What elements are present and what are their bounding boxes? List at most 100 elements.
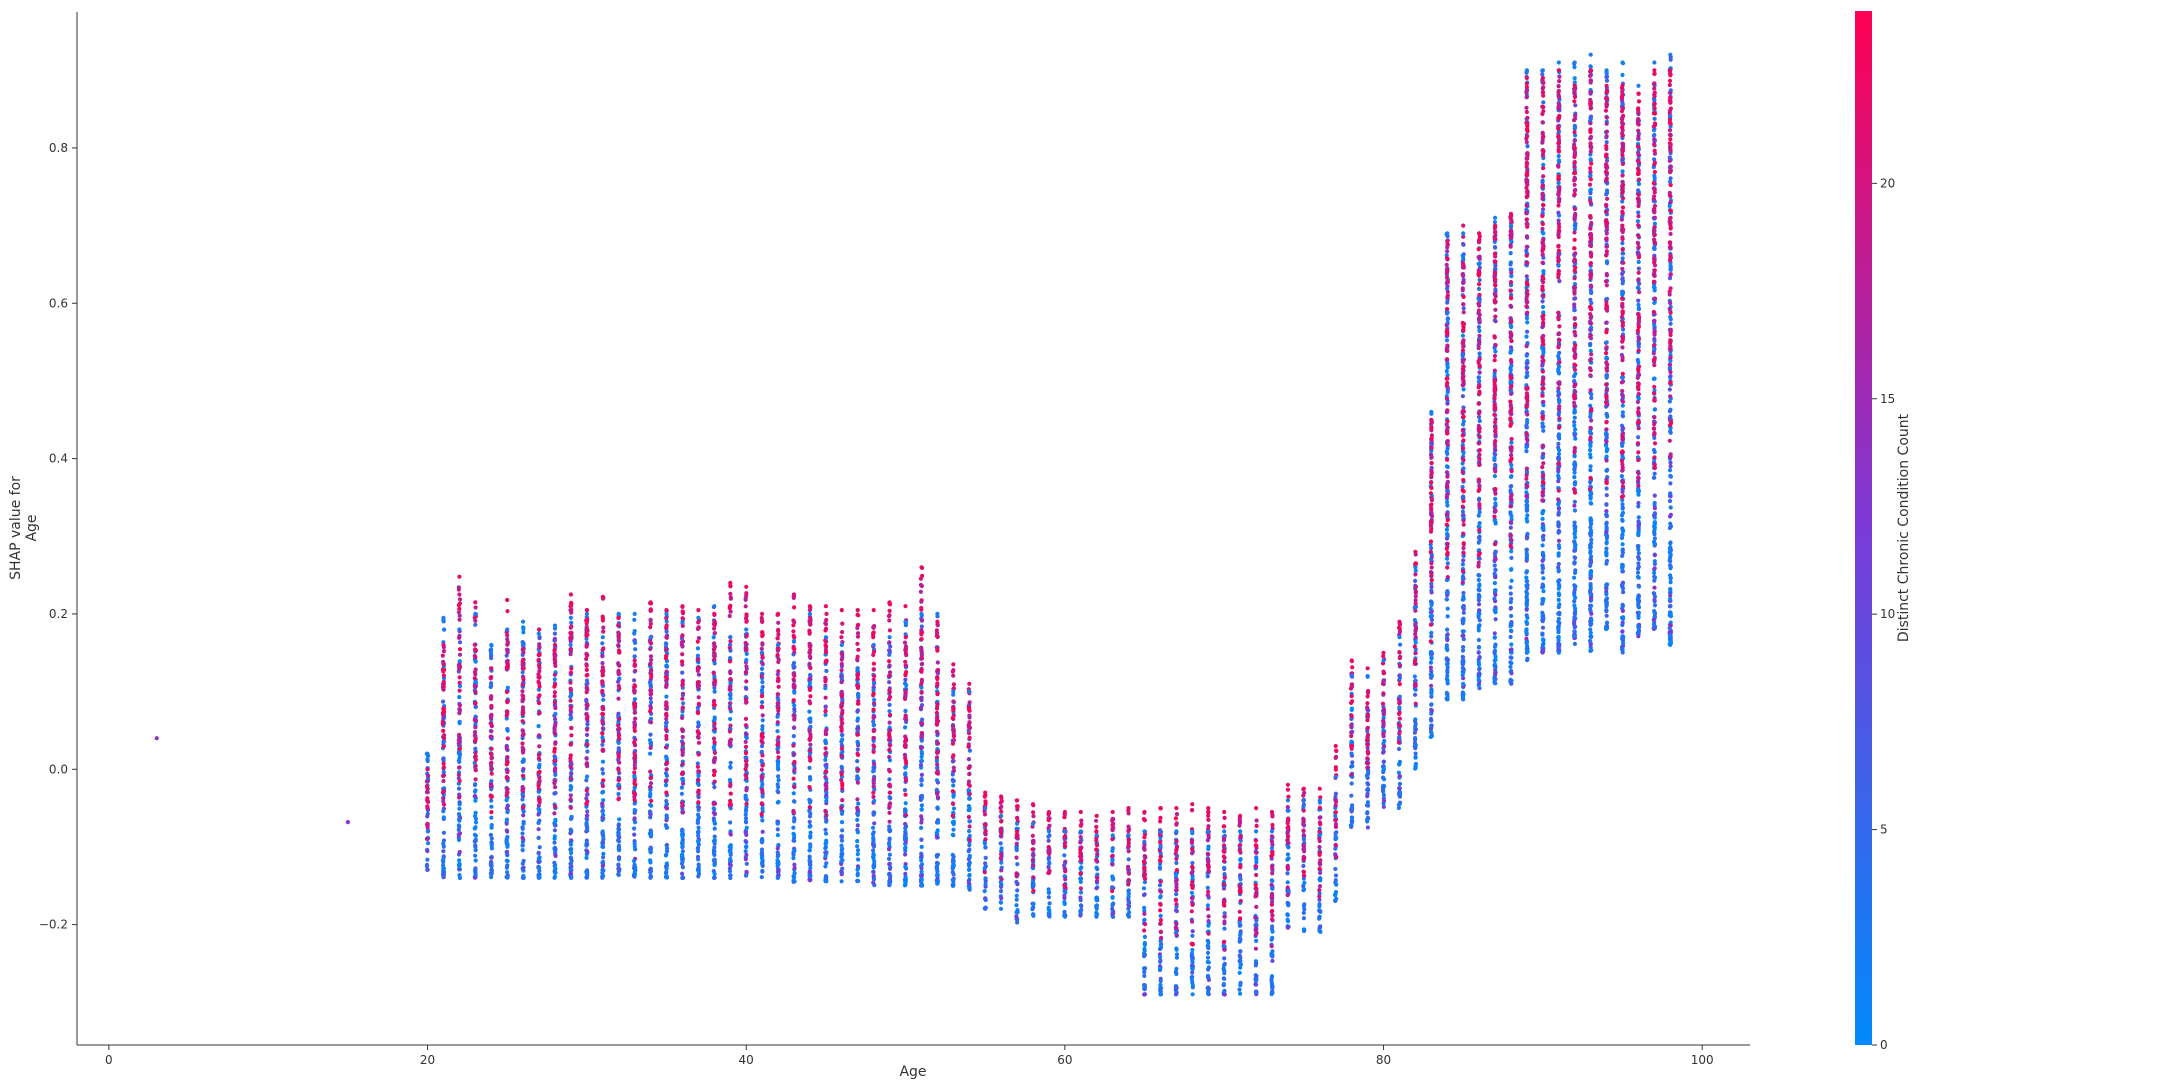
data-point bbox=[712, 779, 717, 784]
data-point bbox=[1046, 838, 1051, 843]
data-point bbox=[887, 652, 892, 657]
data-point bbox=[664, 608, 669, 613]
data-point bbox=[919, 825, 924, 831]
data-point bbox=[1285, 782, 1290, 787]
data-point bbox=[792, 817, 797, 822]
data-point bbox=[569, 771, 574, 776]
data-point bbox=[1237, 917, 1243, 922]
data-point bbox=[712, 631, 718, 636]
data-point bbox=[999, 813, 1004, 819]
data-point bbox=[473, 853, 478, 858]
data-point bbox=[935, 660, 940, 665]
data-point bbox=[1253, 843, 1258, 848]
data-point bbox=[633, 668, 638, 674]
data-point bbox=[744, 797, 749, 803]
data-point bbox=[664, 616, 669, 621]
data-point bbox=[743, 839, 748, 844]
data-point bbox=[1174, 888, 1179, 893]
data-point bbox=[569, 726, 574, 731]
data-point bbox=[775, 827, 780, 832]
data-point bbox=[473, 750, 478, 755]
data-point bbox=[632, 826, 637, 831]
data-point bbox=[648, 600, 653, 605]
data-point bbox=[1141, 886, 1147, 891]
data-point bbox=[553, 853, 558, 859]
data-point bbox=[680, 832, 685, 838]
data-point bbox=[521, 805, 526, 810]
data-point bbox=[1317, 894, 1322, 899]
data-point bbox=[743, 767, 748, 772]
data-point bbox=[744, 861, 749, 866]
data-point bbox=[568, 615, 574, 620]
data-point bbox=[504, 874, 509, 880]
data-point bbox=[457, 635, 462, 640]
data-point bbox=[744, 619, 749, 624]
data-point bbox=[823, 643, 828, 648]
data-point bbox=[632, 752, 637, 757]
data-point bbox=[791, 734, 796, 739]
data-point bbox=[552, 811, 557, 816]
data-point bbox=[871, 851, 876, 857]
data-point bbox=[1110, 914, 1115, 919]
data-point bbox=[839, 820, 845, 825]
data-point bbox=[680, 800, 685, 806]
data-point bbox=[919, 720, 924, 726]
data-point bbox=[887, 810, 892, 816]
data-point bbox=[585, 681, 590, 686]
data-point bbox=[505, 665, 510, 670]
data-point bbox=[489, 794, 494, 799]
data-point bbox=[663, 674, 669, 679]
data-point bbox=[856, 767, 861, 772]
data-point bbox=[776, 799, 781, 805]
data-point bbox=[584, 801, 589, 807]
data-point bbox=[552, 874, 558, 879]
data-point bbox=[1014, 910, 1019, 915]
data-point bbox=[776, 755, 781, 760]
data-point bbox=[744, 845, 749, 850]
data-point bbox=[808, 748, 813, 753]
data-point bbox=[1174, 812, 1180, 817]
data-point bbox=[902, 681, 908, 686]
data-point bbox=[457, 675, 462, 680]
data-point bbox=[1031, 901, 1036, 907]
data-point bbox=[824, 786, 829, 791]
data-point bbox=[696, 795, 701, 800]
data-point bbox=[600, 712, 606, 717]
data-point bbox=[934, 830, 939, 835]
data-point bbox=[904, 778, 909, 783]
data-point bbox=[457, 858, 462, 863]
data-point bbox=[919, 853, 924, 859]
data-point bbox=[1222, 992, 1227, 997]
data-point bbox=[760, 630, 765, 635]
data-point bbox=[473, 722, 478, 727]
data-point bbox=[839, 674, 844, 679]
data-point bbox=[904, 824, 909, 829]
data-point bbox=[473, 667, 478, 672]
data-point bbox=[584, 788, 589, 793]
data-point bbox=[680, 696, 685, 701]
data-point bbox=[1253, 864, 1259, 869]
data-point bbox=[616, 728, 621, 733]
data-point bbox=[967, 829, 972, 834]
data-point bbox=[935, 668, 940, 674]
data-point bbox=[1221, 976, 1226, 981]
data-point bbox=[457, 666, 462, 672]
data-point bbox=[457, 688, 462, 693]
data-point bbox=[1237, 820, 1242, 826]
data-point bbox=[456, 741, 461, 746]
data-point bbox=[1126, 881, 1131, 887]
data-point bbox=[680, 875, 685, 881]
data-point bbox=[1126, 894, 1131, 899]
data-point bbox=[760, 700, 765, 705]
data-point bbox=[648, 875, 653, 880]
data-point bbox=[425, 848, 430, 854]
data-point bbox=[1095, 843, 1100, 848]
data-point bbox=[617, 786, 622, 791]
data-point bbox=[951, 699, 956, 704]
data-point bbox=[760, 818, 765, 823]
data-point bbox=[855, 852, 860, 857]
data-point bbox=[728, 875, 733, 881]
data-point bbox=[918, 669, 924, 674]
data-point bbox=[823, 757, 828, 763]
data-point bbox=[537, 775, 542, 780]
